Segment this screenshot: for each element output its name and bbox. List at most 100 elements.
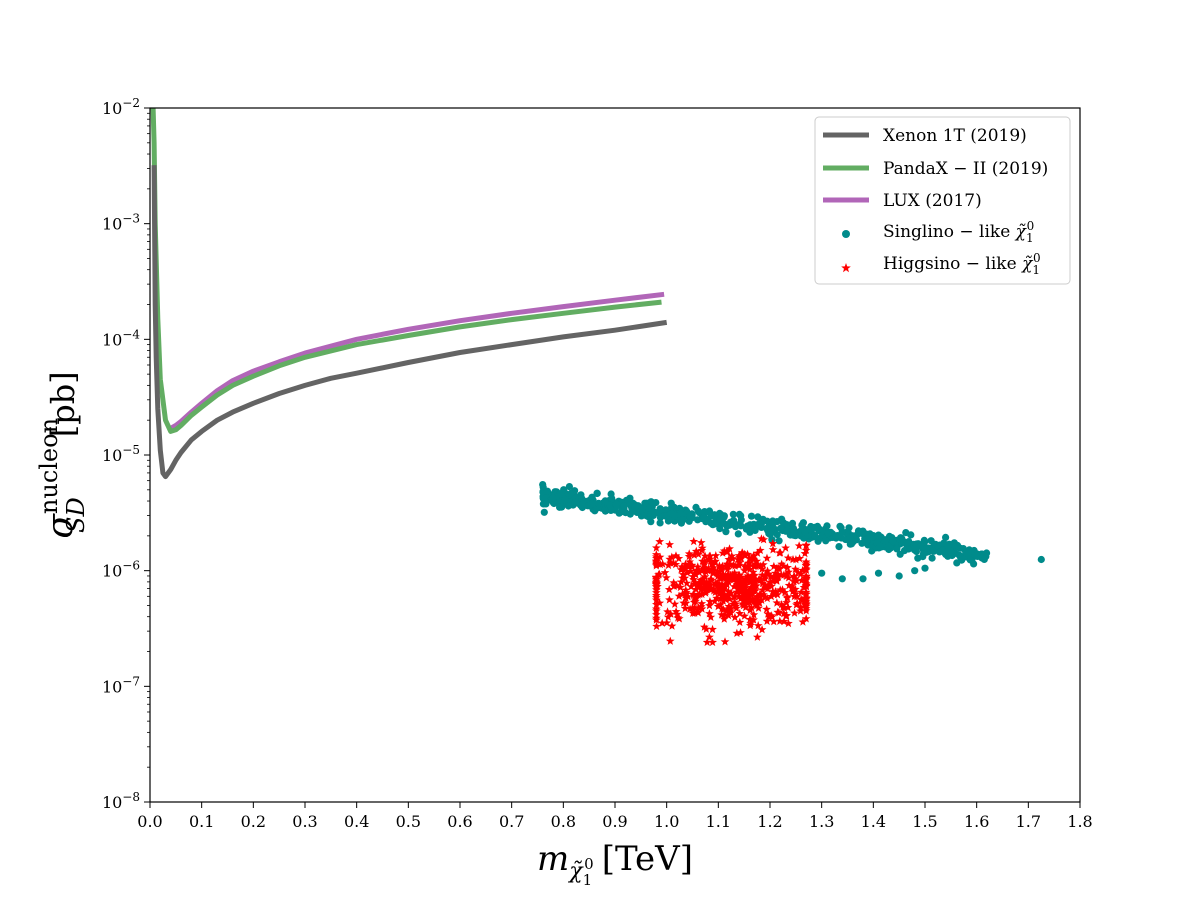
higgsino-point	[759, 535, 768, 544]
higgsino-point	[772, 563, 782, 572]
singlino-point	[620, 502, 628, 510]
singlino-point	[731, 523, 740, 531]
higgsino-point	[741, 574, 750, 583]
singlino-point	[647, 518, 655, 526]
singlino-point	[953, 559, 961, 567]
singlino-point	[564, 502, 573, 510]
higgsino-point	[655, 552, 665, 561]
singlino-point	[962, 549, 970, 557]
higgsino-point	[798, 565, 807, 575]
higgsino-point	[674, 553, 684, 563]
higgsino-point	[708, 568, 718, 578]
higgsino-point	[729, 582, 739, 591]
higgsino-point	[752, 594, 761, 603]
higgsino-point	[672, 609, 682, 619]
higgsino-point	[796, 587, 806, 596]
higgsino-point	[665, 595, 674, 604]
higgsino-point	[655, 537, 665, 546]
higgsino-point	[801, 597, 811, 606]
higgsino-point	[660, 568, 670, 577]
higgsino-point	[711, 578, 721, 587]
higgsino-point	[801, 545, 811, 555]
higgsino-point	[746, 584, 755, 593]
singlino-point	[940, 539, 948, 547]
higgsino-point	[732, 628, 742, 637]
higgsino-point	[746, 573, 756, 582]
singlino-point	[801, 528, 809, 536]
higgsino-point	[734, 591, 744, 601]
higgsino-point	[722, 559, 732, 568]
singlino-point	[607, 490, 615, 498]
higgsino-point	[666, 609, 676, 618]
higgsino-point	[797, 576, 807, 585]
higgsino-point	[652, 615, 661, 624]
higgsino-point	[748, 582, 758, 592]
higgsino-point	[677, 562, 687, 571]
higgsino-point	[694, 567, 704, 577]
singlino-point	[745, 522, 753, 530]
singlino-point	[778, 515, 786, 523]
higgsino-point	[652, 573, 661, 582]
higgsino-point	[732, 587, 742, 596]
higgsino-point	[685, 557, 694, 566]
higgsino-point	[710, 557, 720, 566]
higgsino-point	[665, 636, 675, 645]
higgsino-point	[723, 591, 733, 600]
singlino-point	[567, 489, 575, 498]
singlino-point	[956, 553, 965, 561]
higgsino-point	[737, 548, 747, 557]
singlino-point	[677, 509, 685, 517]
higgsino-point	[792, 598, 802, 608]
higgsino-point	[781, 543, 790, 552]
higgsino-point	[775, 616, 785, 625]
x-tick-label: 0.9	[602, 812, 627, 831]
higgsino-point	[686, 566, 695, 576]
higgsino-point	[757, 570, 767, 579]
singlino-point	[811, 532, 819, 540]
higgsino-point	[709, 584, 718, 593]
singlino-point	[858, 539, 866, 547]
higgsino-point	[745, 614, 755, 624]
higgsino-point	[763, 584, 772, 593]
higgsino-point	[737, 579, 747, 589]
higgsino-point	[726, 570, 735, 579]
singlino-point	[914, 554, 922, 562]
higgsino-point	[719, 570, 728, 579]
higgsino-point	[718, 596, 728, 605]
singlino-point	[927, 537, 935, 545]
pandax-ii-line	[150, 108, 662, 434]
x-tick-label: 0.1	[189, 812, 214, 831]
singlino-point	[620, 507, 628, 515]
higgsino-point	[652, 578, 661, 587]
singlino-point	[788, 519, 797, 528]
singlino-point	[798, 521, 806, 529]
higgsino-point	[719, 605, 728, 614]
higgsino-point	[796, 606, 805, 615]
singlino-point	[874, 531, 883, 539]
higgsino-point	[691, 578, 700, 587]
higgsino-point	[711, 551, 721, 560]
x-tick-label: 1.0	[654, 812, 679, 831]
higgsino-point	[686, 582, 696, 591]
y-tick-label: 10−5	[102, 443, 140, 465]
higgsino-point	[682, 578, 692, 587]
singlino-point	[652, 499, 660, 507]
higgsino-point	[763, 566, 772, 575]
higgsino-point	[705, 597, 715, 606]
singlino-point	[967, 547, 975, 555]
higgsino-point	[690, 595, 700, 604]
higgsino-point	[730, 570, 740, 579]
higgsino-point	[652, 543, 661, 552]
higgsino-point	[745, 564, 755, 574]
higgsino-point	[783, 602, 793, 612]
higgsino-point	[724, 561, 733, 570]
higgsino-point	[676, 582, 685, 592]
higgsino-point	[691, 546, 701, 556]
singlino-point	[571, 498, 580, 506]
singlino-point	[893, 545, 901, 553]
higgsino-point	[689, 550, 699, 559]
legend-box	[814, 116, 1071, 285]
singlino-point	[737, 512, 745, 520]
higgsino-point	[697, 589, 707, 599]
